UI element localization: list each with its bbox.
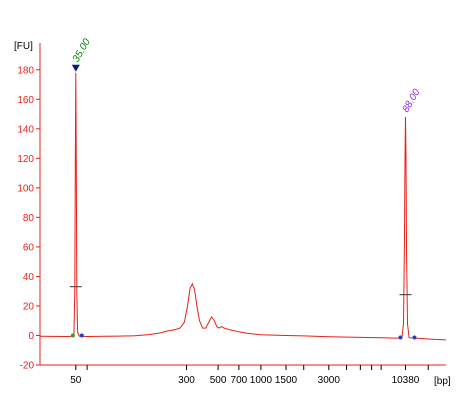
x-tick-label: 700 bbox=[231, 375, 248, 386]
y-tick-label: 120 bbox=[17, 154, 34, 165]
y-tick-label: 100 bbox=[17, 183, 34, 194]
peak-end-dot bbox=[79, 333, 84, 338]
y-tick-label: -20 bbox=[20, 361, 35, 372]
peak-start-dot bbox=[70, 333, 75, 338]
y-tick-label: 40 bbox=[23, 272, 35, 283]
x-tick-label: 1000 bbox=[250, 375, 273, 386]
axes bbox=[39, 43, 446, 366]
x-tick-label: 50 bbox=[70, 375, 82, 386]
x-tick-label: 500 bbox=[210, 375, 227, 386]
peak-label: 35.00 bbox=[71, 37, 93, 65]
y-tick-label: 160 bbox=[17, 95, 34, 106]
x-axis-unit: [bp] bbox=[434, 376, 451, 387]
y-axis-unit: [FU] bbox=[14, 41, 33, 52]
peak-start-dot bbox=[398, 335, 403, 340]
y-tick-label: 0 bbox=[28, 331, 34, 342]
peak-label: 88.00 bbox=[401, 87, 423, 115]
peak-end-dot bbox=[412, 335, 417, 340]
x-tick-label: 300 bbox=[178, 375, 195, 386]
y-tick-label: 140 bbox=[17, 124, 34, 135]
x-tick-label: 1500 bbox=[275, 375, 298, 386]
peak-markers: 35.00 88.00 bbox=[69, 37, 423, 340]
y-tick-label: 20 bbox=[23, 301, 35, 312]
x-tick-label: 10380 bbox=[392, 375, 420, 386]
y-tick-label: 80 bbox=[23, 213, 35, 224]
y-tick-label: 60 bbox=[23, 242, 35, 253]
y-tick-label: 180 bbox=[17, 65, 34, 76]
peak-top-triangle bbox=[71, 64, 80, 72]
series-line bbox=[39, 72, 447, 341]
data-traces bbox=[39, 72, 447, 341]
x-tick-label: 3000 bbox=[318, 375, 341, 386]
